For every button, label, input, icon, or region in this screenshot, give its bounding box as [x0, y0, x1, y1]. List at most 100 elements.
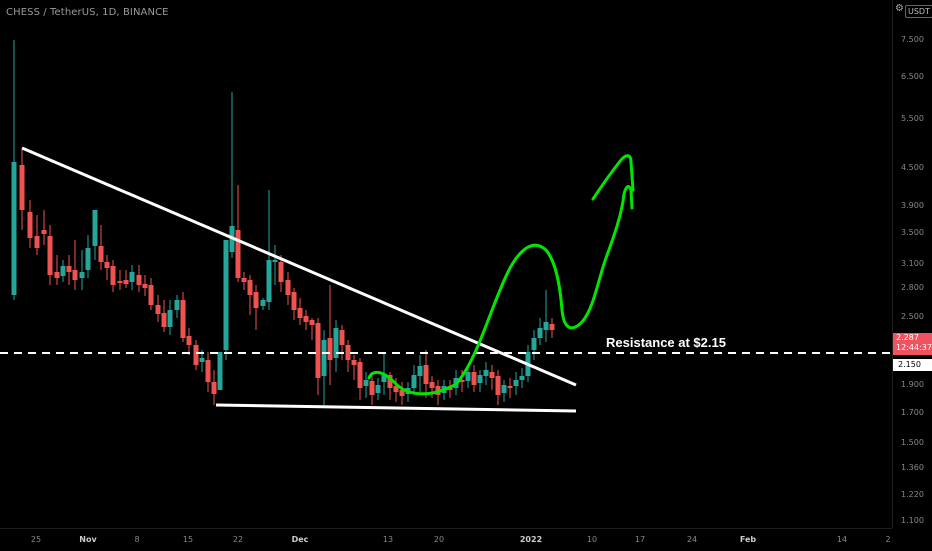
candle-down [136, 275, 142, 285]
price-tick: 1.700 [901, 408, 924, 417]
candle-up [11, 162, 17, 295]
candle-up [260, 300, 266, 306]
current-price-value: 2.287 [896, 333, 919, 342]
candle-down [186, 336, 192, 345]
descending-trendline[interactable] [21, 146, 577, 387]
price-tick: 1.900 [901, 380, 924, 389]
time-tick: 2022 [519, 535, 543, 544]
candle-down [549, 324, 555, 330]
candle-down [148, 285, 154, 305]
candle-down [387, 375, 393, 388]
candle-up [537, 328, 543, 338]
current-price-tag: 2.287 12:44:37 [893, 333, 932, 355]
currency-badge[interactable]: USDT [905, 5, 932, 18]
time-axis[interactable]: 25 Nov 8 15 22 Dec 13 20 2022 10 17 24 Feb 14 2 [0, 528, 892, 551]
candle-up [321, 340, 327, 376]
candle-down [123, 280, 129, 284]
candle-down [303, 316, 309, 322]
candle-down [351, 360, 357, 365]
candle-down [205, 360, 211, 382]
candle-down [66, 266, 72, 272]
candle-down [315, 323, 321, 378]
price-tick: 5.500 [901, 114, 924, 123]
time-tick: Feb [739, 535, 757, 544]
candle-up [272, 260, 278, 262]
candle-down [507, 386, 513, 388]
candle-up [129, 272, 135, 282]
time-tick: 2 [885, 535, 891, 544]
chart-svg[interactable] [0, 0, 892, 528]
candle-down [72, 270, 78, 280]
candle-down [393, 386, 399, 392]
price-tick: 1.500 [901, 438, 924, 447]
candle-up [223, 240, 229, 350]
chart-title: CHESS / TetherUS, 1D, BINANCE [6, 7, 169, 18]
projection-path-green[interactable] [367, 185, 634, 396]
candle-down [423, 365, 429, 384]
price-tick: 2.800 [901, 283, 924, 292]
time-tick: 17 [634, 535, 646, 544]
candle-up [375, 385, 381, 393]
candle-up [411, 375, 417, 388]
candle-up [465, 372, 471, 381]
candle-down [291, 292, 297, 310]
time-tick: Dec [291, 535, 309, 544]
candle-up [199, 358, 205, 362]
time-tick: Nov [79, 535, 97, 544]
time-tick: 14 [836, 535, 848, 544]
candle-up [167, 310, 173, 327]
candle-down [495, 376, 501, 395]
projection-arrow-green[interactable] [591, 154, 635, 201]
time-tick: 8 [134, 535, 140, 544]
candle-up [381, 375, 387, 382]
price-tick: 3.100 [901, 259, 924, 268]
candle-down [399, 390, 405, 396]
candle-down [247, 280, 253, 295]
candle-down [278, 262, 284, 282]
price-tick: 3.900 [901, 201, 924, 210]
candle-down [54, 272, 60, 278]
candle-up [266, 260, 272, 302]
candle-down [19, 165, 25, 210]
candle-down [98, 246, 104, 262]
level-price-tag: 2.150 [893, 359, 932, 371]
candle-down [41, 230, 47, 234]
candle-up [519, 376, 525, 380]
candle-up [531, 338, 537, 350]
candle-down [459, 380, 465, 382]
resistance-annotation[interactable]: Resistance at $2.15 [606, 335, 726, 350]
price-tick: 7.500 [901, 35, 924, 44]
candle-down [429, 382, 435, 388]
price-tick: 2.500 [901, 312, 924, 321]
candle-up [363, 380, 369, 386]
price-tick: 4.500 [901, 163, 924, 172]
candle-up [217, 352, 223, 390]
candle-down [34, 236, 40, 248]
candle-down [104, 262, 110, 268]
price-axis[interactable]: 7.500 6.500 5.500 4.500 3.900 3.500 3.100 2.800… [892, 0, 932, 528]
candle-down [253, 292, 259, 308]
candle-up [477, 375, 483, 383]
candle-up [85, 248, 91, 270]
candle-down [327, 338, 333, 360]
candle-up [483, 370, 489, 376]
candle-up [79, 272, 85, 278]
price-tick: 3.500 [901, 228, 924, 237]
candle-up [513, 380, 519, 386]
candle-down [161, 313, 167, 327]
candle-up [417, 366, 423, 376]
candle-down [297, 308, 303, 318]
candle-down [369, 381, 375, 395]
chart-canvas[interactable]: CHESS / TetherUS, 1D, BINANCE Resistance… [0, 0, 892, 528]
candle-up [60, 266, 66, 276]
candle-down [339, 330, 345, 345]
price-tick: 1.220 [901, 490, 924, 499]
bar-countdown: 12:44:37 [896, 343, 932, 352]
price-tick: 6.500 [901, 72, 924, 81]
candle-down [193, 345, 199, 365]
support-line[interactable] [215, 403, 577, 413]
candles-group [11, 40, 555, 405]
gear-icon[interactable]: ⚙ [895, 3, 904, 14]
time-tick: 22 [232, 535, 244, 544]
candle-down [235, 230, 241, 278]
